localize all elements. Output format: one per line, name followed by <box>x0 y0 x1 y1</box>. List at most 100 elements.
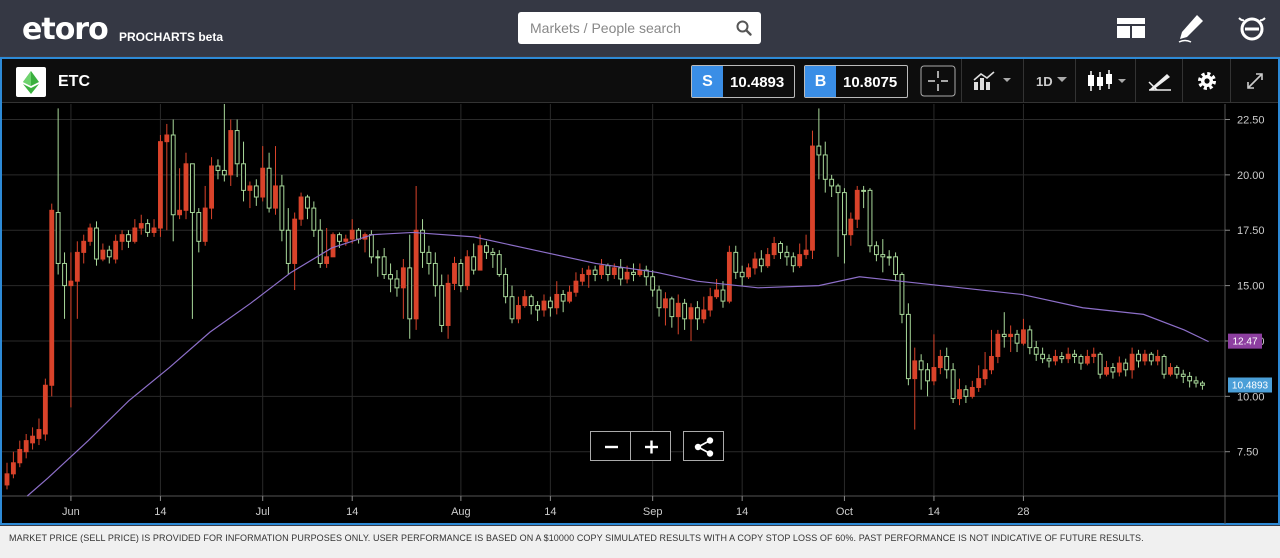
zoom-in-button[interactable] <box>630 431 671 461</box>
candle-up <box>388 274 393 280</box>
gear-icon <box>1198 72 1216 90</box>
candle-down <box>726 251 732 302</box>
candle-up <box>535 305 541 311</box>
candle-down <box>87 227 93 242</box>
candle-up <box>221 169 227 176</box>
candle-up <box>963 389 969 397</box>
candle-up <box>880 254 886 258</box>
x-tick-label: Jun <box>62 506 80 518</box>
candle-up <box>1072 353 1077 357</box>
candle-up <box>1136 353 1141 362</box>
candle-down <box>42 384 48 435</box>
candle-up <box>950 369 956 400</box>
candle-down <box>599 265 604 276</box>
buy-button[interactable]: B 10.8075 <box>804 65 908 98</box>
x-tick-label: Jul <box>256 506 270 518</box>
crosshair-tool[interactable] <box>915 59 961 103</box>
candle-down <box>1155 355 1161 362</box>
fullscreen-button[interactable] <box>1230 59 1278 103</box>
candle-up <box>196 212 202 242</box>
candle-down <box>982 369 988 380</box>
current-price-badge <box>1228 377 1272 393</box>
candle-down <box>579 274 585 282</box>
candle-up <box>739 271 745 278</box>
chart-panel: ETC S 10.4893 B 10.8075 <box>0 57 1280 525</box>
candle-up <box>886 256 892 259</box>
candle-down <box>158 141 163 229</box>
layout-icon[interactable] <box>1115 12 1147 44</box>
sell-button[interactable]: S 10.4893 <box>691 65 795 98</box>
candle-down <box>771 243 777 256</box>
etoro-e-icon[interactable] <box>1236 12 1268 44</box>
candle-down <box>675 302 681 318</box>
candle-up <box>426 251 432 264</box>
moving-average-line <box>26 231 1209 497</box>
share-button[interactable] <box>683 431 724 461</box>
candle-down <box>707 296 713 311</box>
candle-up <box>893 256 898 276</box>
disclaimer-bar: MARKET PRICE (SELL PRICE) IS PROVIDED FO… <box>0 526 1280 558</box>
search-box[interactable] <box>518 12 761 44</box>
candle-up <box>55 212 61 264</box>
candle-up <box>758 258 764 267</box>
candle-down <box>989 355 994 371</box>
candle-up <box>484 245 489 253</box>
chart-type-dropdown[interactable] <box>1075 59 1135 103</box>
candle-up <box>215 165 221 171</box>
candle-up <box>1014 333 1020 344</box>
candle-down <box>931 367 937 382</box>
candle-down <box>81 240 87 253</box>
candle-up <box>778 243 783 253</box>
candle-up <box>592 269 598 276</box>
candle-up <box>1033 347 1039 355</box>
search-input[interactable] <box>518 12 728 44</box>
candle-down <box>854 189 860 220</box>
timeframe-dropdown[interactable]: 1D <box>1023 59 1075 103</box>
candle-up <box>407 267 413 320</box>
candle-up <box>816 145 822 156</box>
candle-down <box>260 167 266 198</box>
search-icon[interactable] <box>735 19 753 37</box>
candle-up <box>266 167 272 209</box>
candle-down <box>324 256 330 264</box>
share-icon <box>694 437 714 457</box>
candle-up <box>867 189 873 247</box>
candle-down <box>515 305 521 320</box>
candle-up <box>547 300 553 309</box>
drawing-tool[interactable] <box>1135 59 1182 103</box>
candle-up <box>62 262 67 287</box>
candle-up <box>925 369 930 382</box>
candle-down <box>765 254 771 267</box>
candle-up <box>1046 358 1052 362</box>
etoro-logo[interactable]: etoro <box>22 12 109 47</box>
candle-down <box>688 307 694 320</box>
x-tick-label: Oct <box>836 506 853 518</box>
settings-button[interactable] <box>1182 59 1230 103</box>
candle-down <box>1129 353 1135 371</box>
procharts-label: PROCHARTS beta <box>119 30 224 44</box>
candle-up <box>618 267 624 280</box>
candle-down <box>228 130 234 176</box>
y-tick-label: 20.00 <box>1237 170 1265 182</box>
candle-down <box>164 134 170 143</box>
y-tick-label: 10.00 <box>1237 391 1265 403</box>
candle-up <box>145 223 151 233</box>
indicators-dropdown[interactable] <box>961 59 1023 103</box>
zoom-out-button[interactable] <box>590 431 631 461</box>
candle-up <box>861 189 867 192</box>
candle-up <box>1040 353 1046 360</box>
candle-up <box>234 130 240 165</box>
candle-up <box>368 234 374 258</box>
drawing-icon <box>1148 74 1171 91</box>
candle-down <box>541 300 547 311</box>
candle-up <box>682 302 688 320</box>
candle-down <box>1052 355 1058 362</box>
candle-up <box>490 251 496 256</box>
candle-up <box>822 154 828 180</box>
fullscreen-icon <box>1247 73 1263 89</box>
candle-up <box>944 355 950 371</box>
candle-up <box>790 256 796 267</box>
pencil-icon[interactable] <box>1175 12 1207 44</box>
candle-up <box>1187 375 1193 382</box>
candle-up <box>1123 362 1129 371</box>
